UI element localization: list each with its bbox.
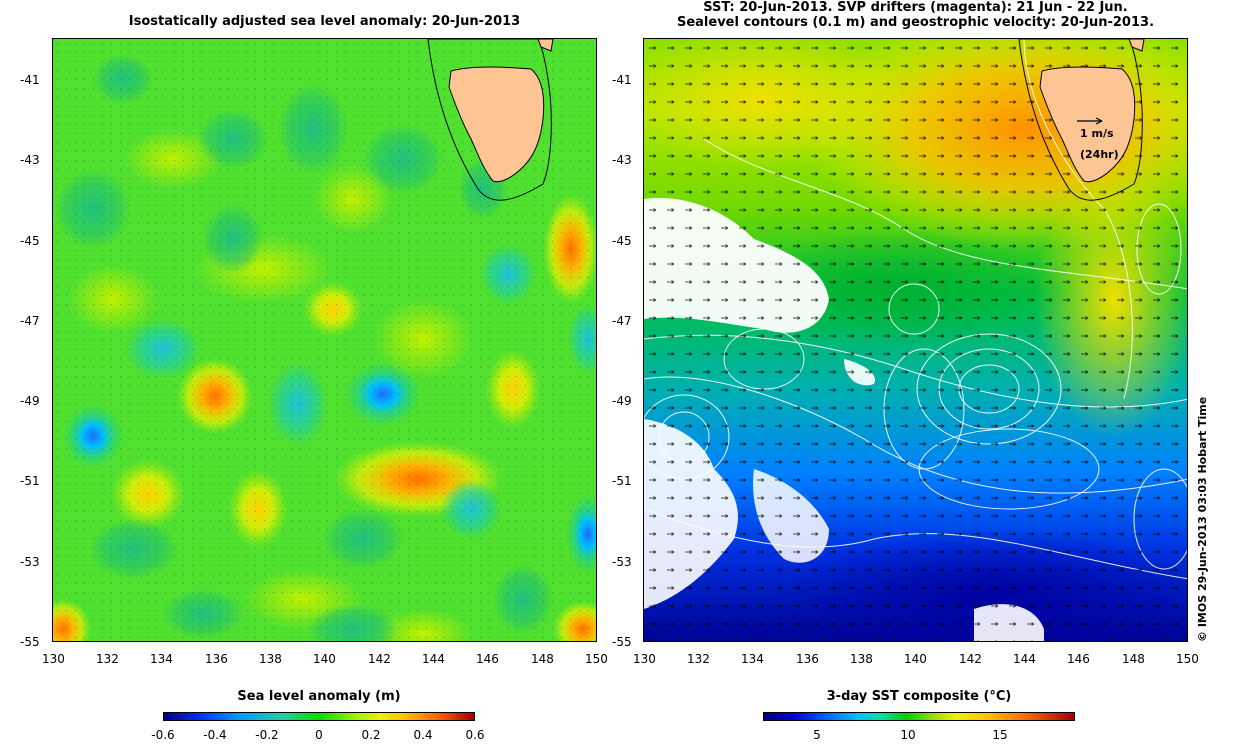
sla-colorbar-label: Sea level anomaly (m) — [237, 689, 401, 704]
right-x-tick: 140 — [904, 652, 927, 666]
left-x-tick: 138 — [259, 652, 282, 666]
left-x-tick: 144 — [422, 652, 445, 666]
right-x-tick: 132 — [687, 652, 710, 666]
right-panel-title-line1: SST: 20-Jun-2013. SVP drifters (magenta)… — [703, 0, 1128, 15]
right-y-tick: -47 — [612, 314, 632, 328]
left-x-tick: 142 — [368, 652, 391, 666]
right-x-tick: 148 — [1122, 652, 1145, 666]
left-x-tick: 150 — [585, 652, 608, 666]
tasmania-land — [448, 66, 545, 183]
velocity-scale-label: 1 m/s — [1080, 127, 1114, 140]
velocity-scale-arrow — [1077, 117, 1103, 125]
left-y-tick: -41 — [20, 73, 40, 87]
right-y-tick: -51 — [612, 474, 632, 488]
left-x-tick: 130 — [42, 652, 65, 666]
sla-colorbar-tick: -0.4 — [203, 728, 227, 742]
tasmania-land — [1039, 66, 1136, 183]
sst-colorbar-tick: 10 — [900, 728, 916, 742]
sla-colorbar-tick: 0 — [315, 728, 323, 742]
right-x-tick: 142 — [959, 652, 982, 666]
right-y-tick: -53 — [612, 555, 632, 569]
right-x-tick: 136 — [796, 652, 819, 666]
right-y-tick: -43 — [612, 153, 632, 167]
sea-level-anomaly-map[interactable] — [52, 38, 597, 642]
left-x-tick: 148 — [531, 652, 554, 666]
sla-colorbar-tick: -0.2 — [255, 728, 279, 742]
right-x-tick: 130 — [633, 652, 656, 666]
sst-colorbar-label: 3-day SST composite (°C) — [826, 689, 1012, 704]
right-y-tick: -55 — [612, 635, 632, 649]
left-y-tick: -51 — [20, 474, 40, 488]
sla-colorbar — [163, 712, 475, 721]
sla-colorbar-tick: 0.2 — [361, 728, 381, 742]
left-x-tick: 146 — [476, 652, 499, 666]
sst-colorbar-tick: 5 — [813, 728, 821, 742]
right-x-tick: 144 — [1013, 652, 1036, 666]
imos-timestamp: © IMOS 29-Jun-2013 03:03 Hobart Time — [1196, 396, 1209, 642]
left-x-tick: 132 — [96, 652, 119, 666]
left-y-tick: -43 — [20, 153, 40, 167]
right-panel-title-line2: Sealevel contours (0.1 m) and geostrophi… — [676, 15, 1155, 30]
left-y-tick: -55 — [20, 635, 40, 649]
sst-colorbar-tick: 15 — [992, 728, 1008, 742]
right-x-tick: 150 — [1176, 652, 1199, 666]
left-x-tick: 140 — [313, 652, 336, 666]
left-x-tick: 134 — [150, 652, 173, 666]
left-panel-title: Isostatically adjusted sea level anomaly… — [128, 14, 521, 29]
right-y-tick: -45 — [612, 234, 632, 248]
left-x-tick: 136 — [205, 652, 228, 666]
right-y-tick: -41 — [612, 73, 632, 87]
velocity-scale-sublabel: (24hr) — [1080, 148, 1119, 161]
right-x-tick: 138 — [850, 652, 873, 666]
sla-colorbar-tick: 0.4 — [413, 728, 433, 742]
left-y-tick: -45 — [20, 234, 40, 248]
right-y-tick: -49 — [612, 394, 632, 408]
right-x-tick: 134 — [741, 652, 764, 666]
right-x-tick: 146 — [1067, 652, 1090, 666]
sla-colorbar-tick: 0.6 — [465, 728, 485, 742]
left-y-tick: -49 — [20, 394, 40, 408]
sla-colorbar-tick: -0.6 — [151, 728, 175, 742]
sst-map[interactable]: 1 m/s (24hr) — [643, 38, 1188, 642]
sst-colorbar — [763, 712, 1075, 721]
left-y-tick: -47 — [20, 314, 40, 328]
left-y-tick: -53 — [20, 555, 40, 569]
